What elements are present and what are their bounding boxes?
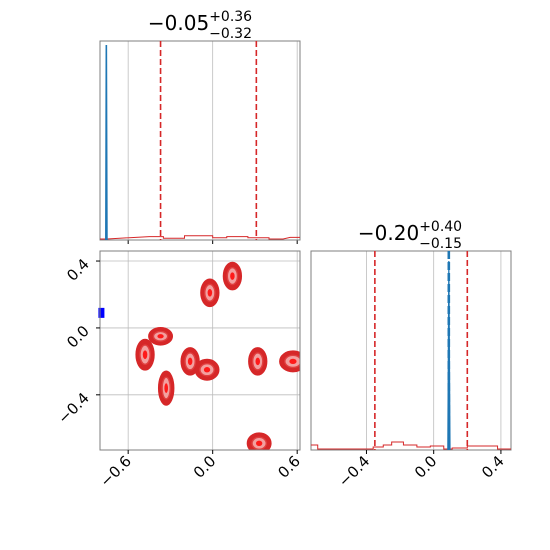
contour-core xyxy=(164,383,169,393)
contour-core xyxy=(203,367,211,373)
tick-label-y-2: 0.4 xyxy=(63,255,93,285)
marginal-y-histogram xyxy=(311,441,511,450)
contour-core xyxy=(187,357,193,366)
tick-label-x-0: −0.4 xyxy=(335,452,373,490)
contour-core xyxy=(255,357,260,366)
contour-blob xyxy=(279,350,300,373)
marginal-y-title-minus: −0.15 xyxy=(419,236,462,252)
marginal-x-trace xyxy=(105,44,108,241)
tick-label-x-2: 0.4 xyxy=(478,452,508,482)
marginal-y-panel: −0.4 0.0 0.4 −0.20+0.40 −0.15 xyxy=(310,219,512,491)
contour-blob xyxy=(135,338,155,371)
marginal-x-frame xyxy=(99,40,301,241)
contour-core xyxy=(142,350,148,359)
contour-core xyxy=(289,358,297,365)
contour-blobs xyxy=(135,261,300,450)
marginal-y-frame xyxy=(310,250,512,451)
marginal-x-title: −0.05+0.36 −0.32 xyxy=(148,9,252,42)
tick-label-x-2: 0.6 xyxy=(274,452,304,482)
contour-core xyxy=(256,440,263,446)
contour-core xyxy=(230,272,235,280)
contour-blob xyxy=(148,326,174,346)
contour-core xyxy=(207,289,213,297)
joint-panel: −0.6 0.0 0.6 −0.4 0.0 0.4 xyxy=(54,250,304,491)
marginal-x-title-minus: −0.32 xyxy=(209,26,252,42)
tick-label-x-0: −0.6 xyxy=(97,452,135,490)
truth-marker xyxy=(98,307,105,318)
tick-label-y-0: −0.4 xyxy=(54,389,92,427)
marginal-y-title-median: −0.20 xyxy=(358,221,419,245)
joint-frame xyxy=(99,250,301,451)
tick-label-x-1: 0.0 xyxy=(411,452,441,482)
contour-blob xyxy=(248,347,268,376)
contour-blob xyxy=(194,358,220,381)
tick-label-y-1: 0.0 xyxy=(63,322,93,352)
marginal-x-panel: −0.05+0.36 −0.32 xyxy=(99,9,301,244)
contour-blob xyxy=(222,261,243,291)
contour-blob xyxy=(157,370,175,406)
marginal-y-trace xyxy=(447,260,451,451)
contour-blob xyxy=(200,278,220,308)
contour-blob xyxy=(180,347,200,376)
contour-core xyxy=(157,334,164,339)
marginal-x-title-median: −0.05 xyxy=(148,11,209,35)
tick-label-x-1: 0.0 xyxy=(190,452,220,482)
contour-blob xyxy=(246,432,272,450)
marginal-y-title: −0.20+0.40 −0.15 xyxy=(358,219,462,252)
marginal-x-histogram xyxy=(100,235,300,240)
marginal-x-title-plus: +0.36 xyxy=(209,9,252,25)
marginal-y-title-plus: +0.40 xyxy=(419,219,462,235)
